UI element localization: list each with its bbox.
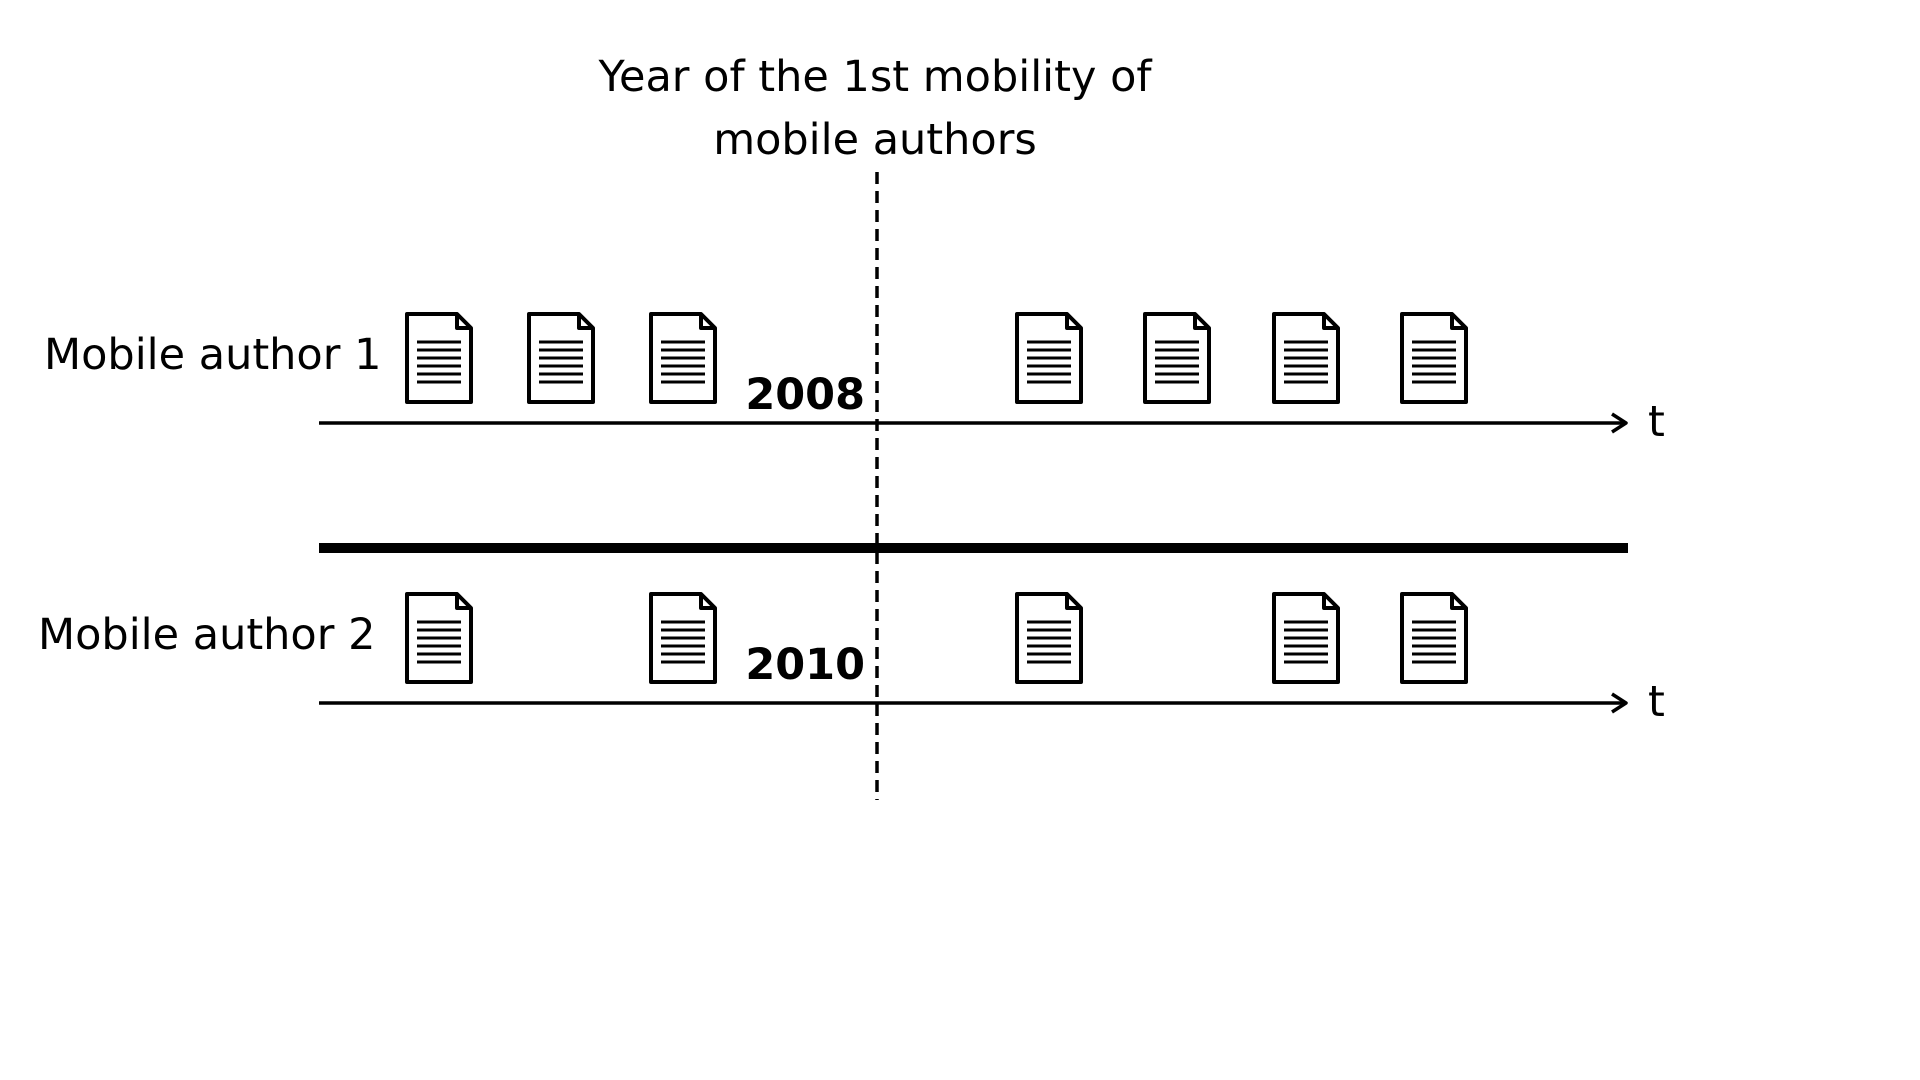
document-icon	[405, 592, 473, 684]
document-icon	[405, 312, 473, 404]
author-label: Mobile author 2	[38, 610, 376, 660]
time-axis-label: t	[1648, 397, 1665, 447]
document-icon	[1400, 592, 1468, 684]
document-icon	[527, 312, 595, 404]
mobility-year-label: 2010	[745, 640, 865, 690]
diagram-title-line-1: Year of the 1st mobility of	[598, 52, 1152, 102]
document-icon	[1015, 312, 1083, 404]
document-icon	[1143, 312, 1211, 404]
document-icon	[1400, 312, 1468, 404]
diagram-title-line-2: mobile authors	[713, 115, 1037, 165]
axis-arrowhead	[1611, 692, 1628, 714]
axis-arrowhead	[1611, 412, 1628, 434]
document-icon	[1015, 592, 1083, 684]
author-label: Mobile author 1	[44, 330, 382, 380]
document-icon	[1272, 592, 1340, 684]
document-icons	[405, 312, 1468, 684]
mobility-year-label: 2008	[745, 370, 865, 420]
time-axis-label: t	[1648, 677, 1665, 727]
document-icon	[1272, 312, 1340, 404]
